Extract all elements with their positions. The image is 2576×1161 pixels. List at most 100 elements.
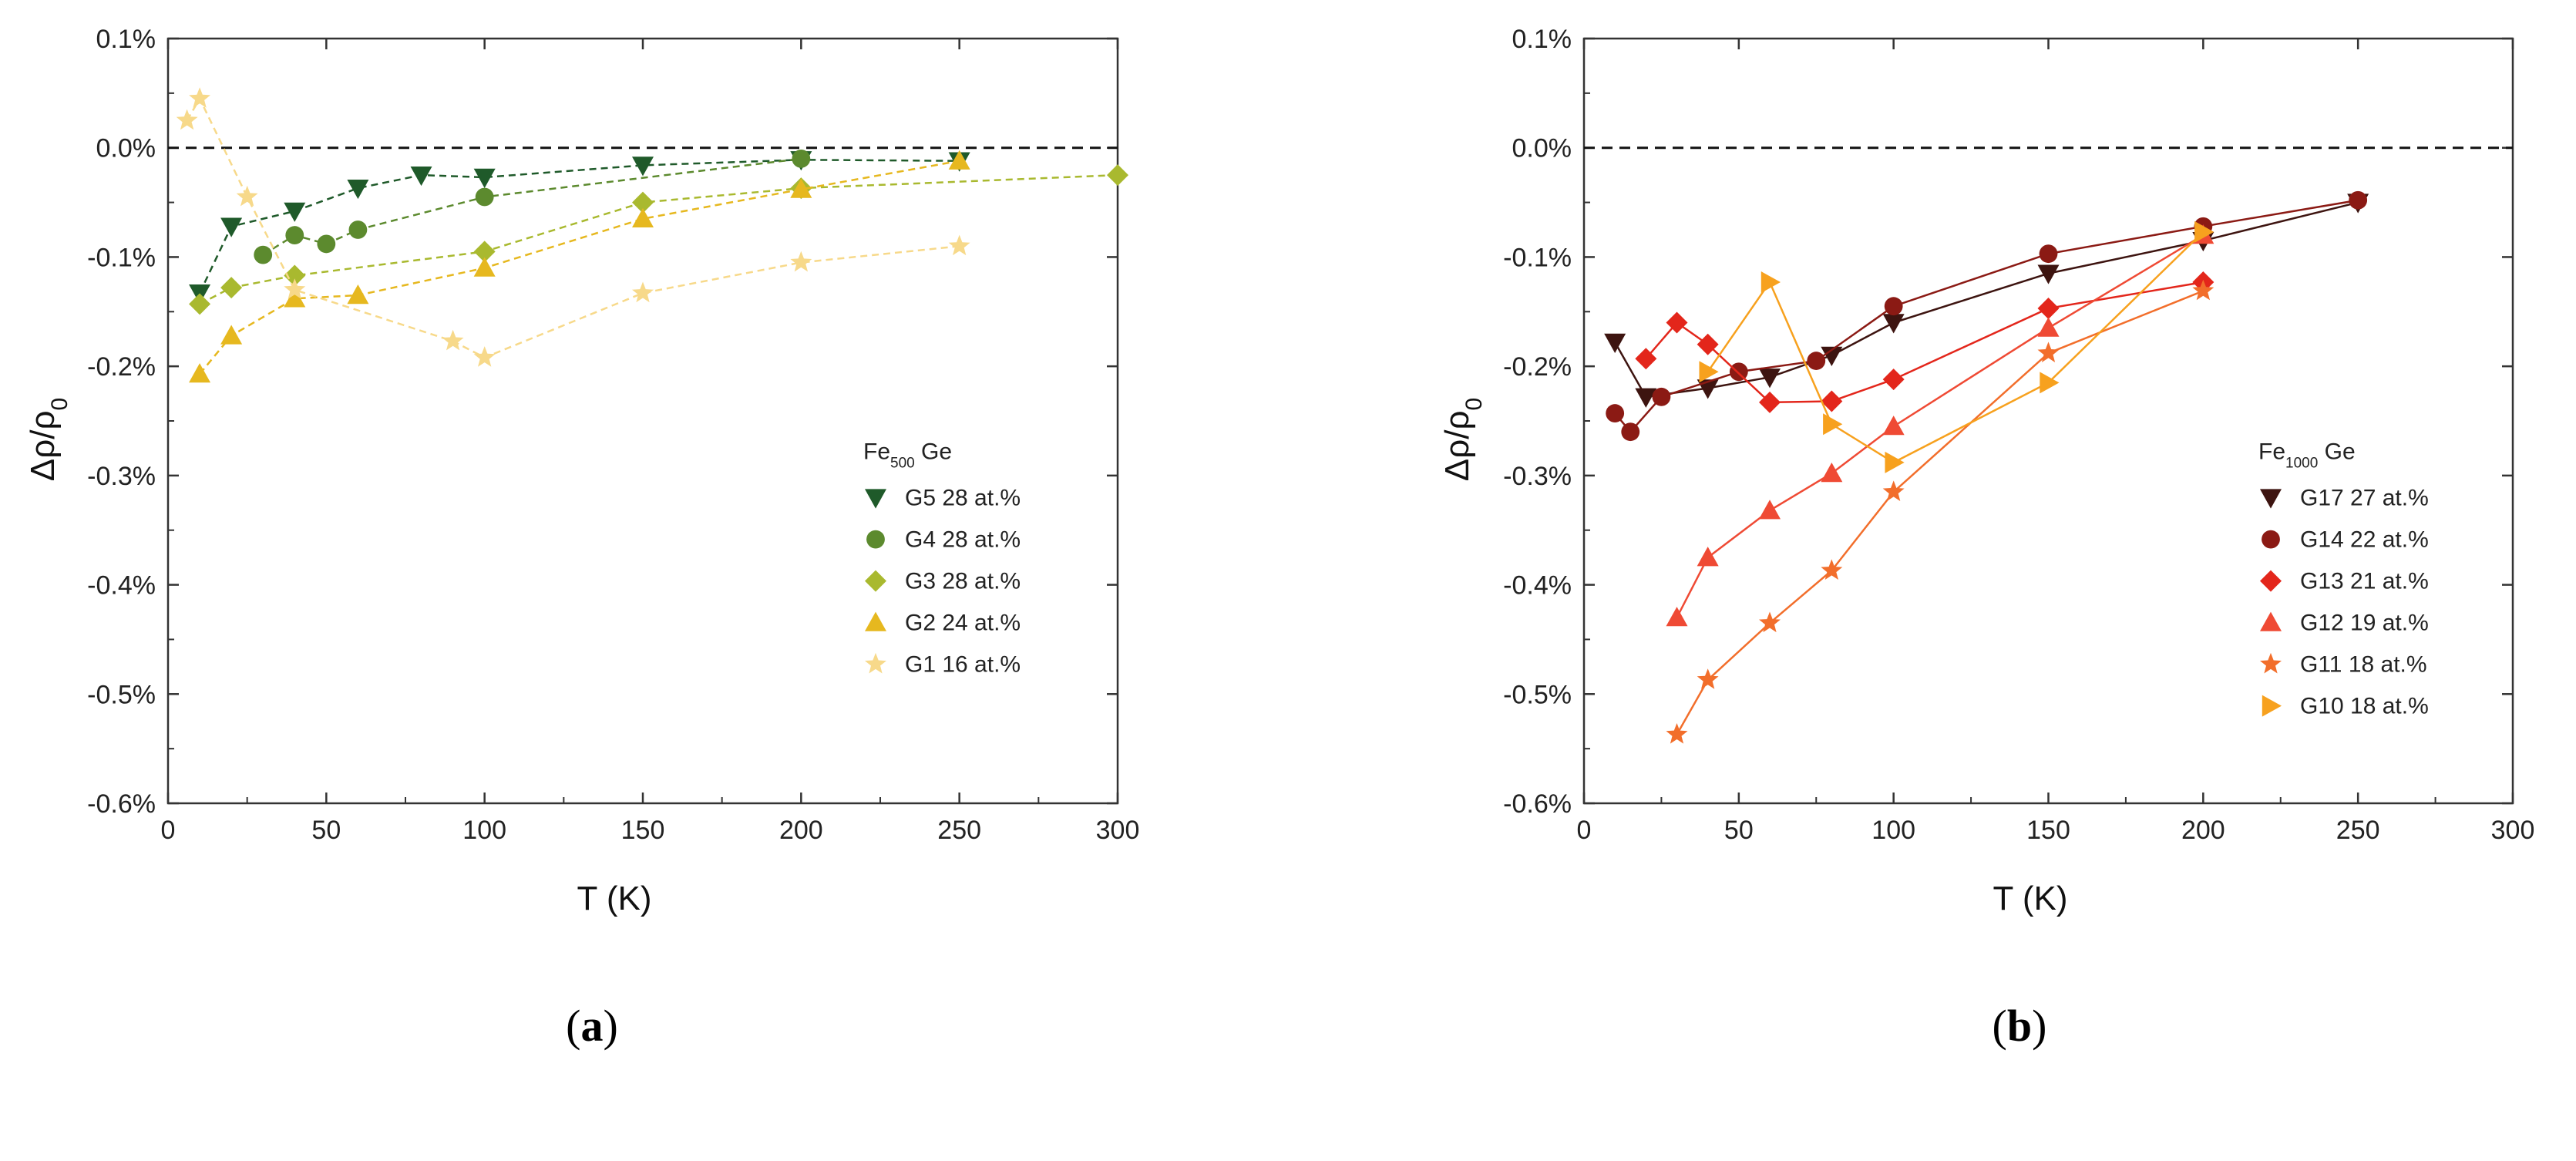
panel-b-x-tick-label: 200 (2181, 816, 2225, 845)
panel-a-y-tick-label: -0.5% (87, 680, 156, 709)
panel-a-y-axis-title-sub: 0 (47, 398, 72, 411)
panel-b-data-point (2037, 298, 2060, 320)
panel-b-y-tick-label: 0.0% (1512, 134, 1572, 163)
panel-b-legend-title-main: Fe (2258, 439, 2285, 465)
panel-a-legend-title-rest: Ge (915, 439, 952, 465)
panel-b-y-tick-label: -0.1% (1503, 243, 1572, 272)
panel-b-data-point (1697, 668, 1719, 689)
panel-b-data-point (1697, 547, 1719, 567)
panel-a-data-point (220, 325, 243, 345)
panel-b-data-point (1666, 607, 1688, 627)
panel-b-data-point (1882, 368, 1905, 391)
panel-b-data-point (1821, 346, 1843, 366)
panel-b-series-g10 (1699, 220, 2214, 473)
panel-b-legend-title: Fe1000 Ge (2258, 439, 2356, 472)
panel-b-data-point (1652, 387, 1671, 406)
panel-b-data-point (1604, 333, 1626, 353)
panel-b-y-axis-title-main: Δρ/ρ (1438, 411, 1476, 482)
panel-a-data-point (1107, 164, 1128, 187)
panel-b-legend-marker (2260, 570, 2282, 592)
panel-b-data-point (1807, 352, 1826, 370)
panel-b-legend-marker (2262, 530, 2280, 549)
panel-a-series-line (199, 160, 960, 375)
panel-a-series-g1 (176, 87, 970, 367)
panel-b-legend-entry: G12 19 at.% (2300, 611, 2429, 636)
panel-b-legend-entry: G17 27 at.% (2300, 486, 2429, 511)
panel-b-y-axis-title-sub: 0 (1461, 398, 1487, 411)
panel-b-x-tick-label: 0 (1577, 816, 1592, 845)
panel-b-data-point (1759, 368, 1781, 389)
panel-a-data-point (220, 217, 243, 237)
panel-b-series-g11 (1666, 279, 2214, 744)
panel-b-series-g14 (1606, 190, 2368, 442)
panel-a-data-point (284, 202, 306, 222)
panel-b-data-point (1635, 388, 1657, 408)
panel-a-data-point (473, 168, 496, 188)
panel-b-legend-marker (2260, 652, 2282, 674)
panel-a-x-tick-label: 50 (311, 816, 341, 845)
panel-b-y-tick-label: -0.2% (1503, 352, 1572, 382)
panel-b-legend-entry: G11 18 at.% (2300, 652, 2427, 678)
panel-b-data-point (1666, 723, 1688, 744)
panel-a-x-tick-label: 300 (1096, 816, 1140, 845)
panel-a-caption: (a) (566, 1001, 618, 1051)
panel-b-data-point (1821, 390, 1843, 412)
panel-b-data-point (1621, 422, 1640, 442)
panel-a-legend-entry: G5 28 at.% (905, 486, 1021, 511)
panel-b-data-point (1759, 611, 1781, 633)
panel-b-x-tick-label: 150 (2026, 816, 2070, 845)
panel-a-data-point (948, 150, 970, 170)
panel-a-legend-entry: G2 24 at.% (905, 611, 1021, 636)
panel-a-data-point (790, 178, 812, 198)
panel-b-data-point (1606, 404, 1625, 422)
panel-b-series-line (1707, 231, 2204, 464)
panel-a-data-point (410, 166, 432, 187)
panel-b-legend-title-sub: 1000 (2285, 455, 2318, 471)
panel-a-data-point (473, 257, 496, 277)
panel-a-data-point (236, 185, 258, 207)
panel-a-y-axis-title-main: Δρ/ρ (24, 411, 62, 482)
panel-a-legend-entry: G3 28 at.% (905, 569, 1021, 594)
panel-b-series-g13 (1635, 271, 2214, 413)
panel-a-x-tick-label: 150 (621, 816, 665, 845)
panel-a-data-point (473, 346, 496, 367)
panel-a-legend-title-main: Fe (863, 439, 890, 465)
panel-a-y-tick-label: 0.0% (96, 134, 156, 163)
panel-b-data-point (1759, 391, 1781, 413)
panel-a-data-point (948, 234, 970, 256)
panel-a-y-axis-title: Δρ/ρ0 (24, 398, 72, 481)
panel-b-x-axis-title: T (K) (1993, 880, 2068, 917)
panel-b-y-axis-title: Δρ/ρ0 (1438, 398, 1487, 481)
panel-b-data-point (1635, 348, 1657, 370)
panel-a-y-tick-label: -0.2% (87, 352, 156, 382)
panel-a-data-point (348, 220, 368, 239)
panel-b-x-tick-label: 100 (1871, 816, 1915, 845)
panel-a-legend-marker (865, 611, 886, 631)
panel-b-data-point (1729, 362, 1748, 382)
panel-b-data-point (2037, 264, 2060, 284)
panel-a-legend-title: Fe500 Ge (863, 439, 952, 472)
panel-a-legend-entry: G4 28 at.% (905, 527, 1021, 553)
panel-a-series-line (262, 157, 802, 256)
panel-a-data-point (285, 226, 304, 244)
panel-b-data-point (1697, 333, 1719, 355)
panel-a-y-tick-label: -0.4% (87, 571, 156, 601)
panel-b-data-point (1823, 413, 1843, 436)
panel-b-data-point (1882, 314, 1905, 334)
panel-a-data-point (254, 245, 273, 264)
panel-a-x-tick-label: 0 (161, 816, 176, 845)
panel-b-data-point (2192, 279, 2214, 301)
panel-a-data-point (176, 109, 198, 130)
panel-b-data-point (1699, 361, 1719, 383)
panel-b-legend-title-rest: Ge (2318, 439, 2355, 465)
panel-b-legend-entry: G13 21 at.% (2300, 569, 2429, 594)
panel-a-data-point (473, 241, 496, 263)
panel-a-y-tick-label: -0.6% (87, 789, 156, 819)
panel-b-data-point (2037, 342, 2060, 362)
panel-a-x-tick-label: 250 (937, 816, 981, 845)
panel-b-y-tick-label: -0.3% (1503, 462, 1572, 491)
panel-b-data-point (1821, 559, 1843, 580)
panel-a-legend-marker (865, 570, 886, 592)
panel-b-data-point (1821, 463, 1843, 483)
